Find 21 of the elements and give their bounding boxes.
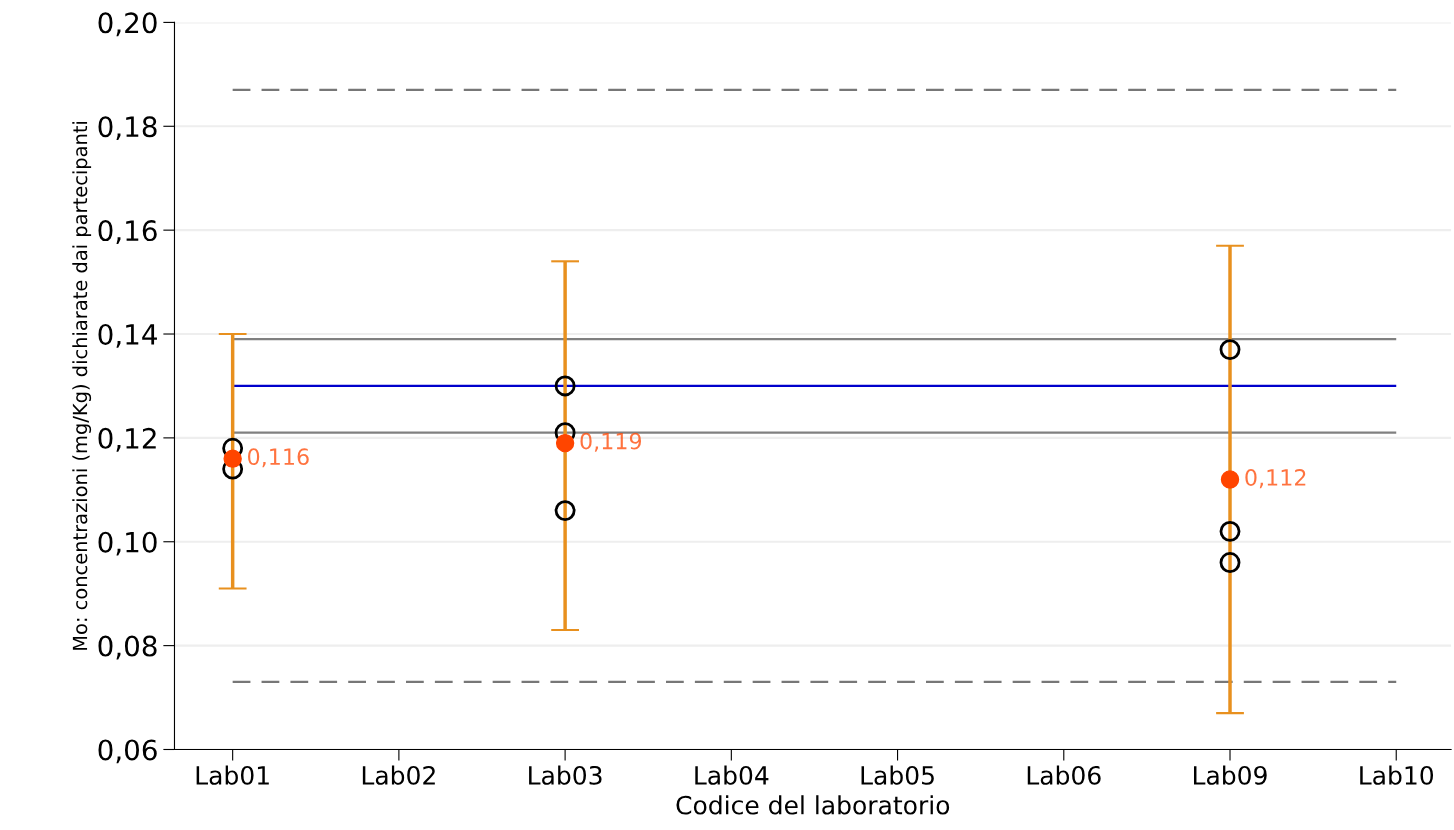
data-label: 0,116 — [248, 448, 309, 468]
y-tick-label: 0,14 — [98, 323, 157, 348]
x-tick-label: Lab03 — [529, 765, 602, 785]
data-label: 0,119 — [580, 432, 642, 452]
y-tick-label: 0,08 — [98, 635, 157, 660]
x-tick-label: Lab09 — [1194, 765, 1267, 785]
data-label: 0,112 — [1245, 469, 1306, 489]
x-tick-label: Lab05 — [861, 765, 934, 785]
y-tick-label: 0,18 — [98, 116, 157, 141]
x-tick-label: Lab04 — [695, 765, 769, 785]
y-tick-label: 0,12 — [98, 427, 156, 452]
y-axis-title: Mo: concentrazioni (mg/Kg) dichiarate dai partecipanti — [72, 121, 92, 650]
y-tick-label: 0,20 — [98, 12, 157, 37]
y-tick-label: 0,06 — [98, 739, 157, 764]
y-tick-label: 0,10 — [98, 531, 157, 556]
x-tick-label: Lab10 — [1360, 765, 1434, 785]
x-axis-title: Codice del laboratorio — [676, 795, 950, 815]
x-tick-label: Lab01 — [196, 765, 269, 785]
x-tick-label: Lab06 — [1027, 765, 1101, 785]
x-tick-label: Lab02 — [362, 765, 435, 785]
y-tick-label: 0,16 — [98, 220, 157, 244]
